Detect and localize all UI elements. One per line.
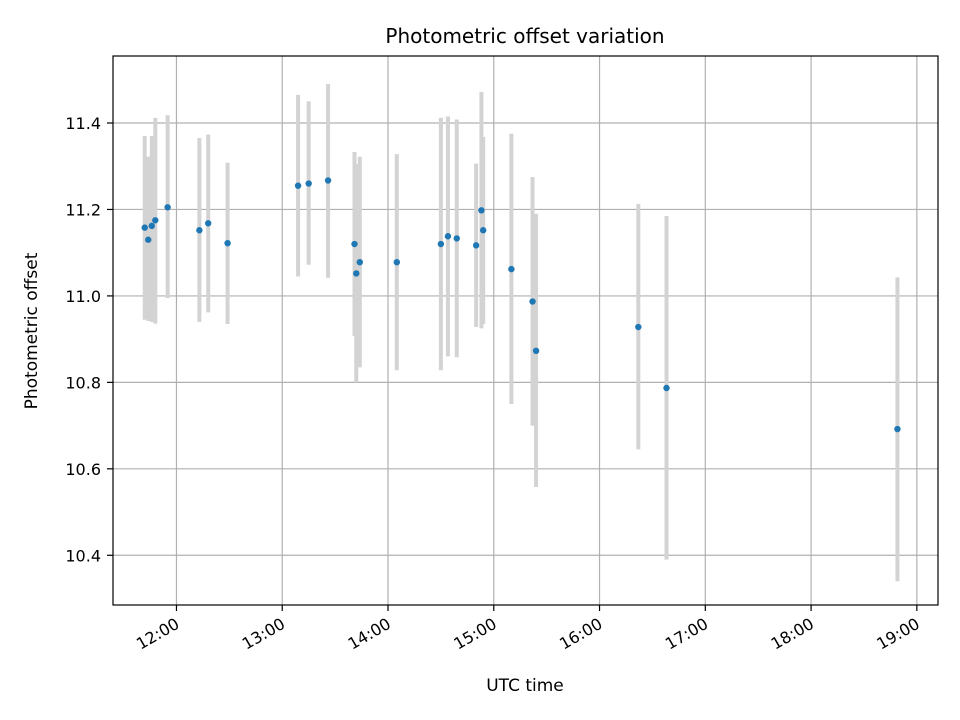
y-axis-ticks: 10.4 10.6 10.8 11.0 11.2 11.4: [65, 114, 113, 565]
y-axis-label: Photometric offset: [22, 252, 42, 409]
data-point: [224, 239, 231, 247]
data-point: [196, 227, 203, 234]
data-point: [152, 217, 159, 224]
data-point: [894, 425, 901, 433]
data-point: [444, 233, 452, 240]
y-tick-label: 10.8: [65, 373, 101, 392]
data-point: [356, 258, 363, 266]
data-point: [663, 384, 670, 392]
chart-title: Photometric offset variation: [385, 24, 664, 48]
y-tick-label: 11.0: [65, 287, 101, 306]
data-point: [145, 236, 152, 243]
grid: [113, 56, 938, 605]
data-point: [529, 298, 536, 305]
data-point: [305, 180, 312, 187]
data-point: [294, 182, 302, 189]
data-points: [141, 177, 901, 433]
data-point: [324, 177, 332, 184]
data-point: [453, 235, 460, 242]
data-point: [472, 242, 480, 249]
y-tick-label: 10.4: [65, 546, 101, 565]
data-point: [635, 323, 642, 331]
data-point: [204, 220, 212, 227]
data-point: [353, 270, 360, 277]
y-tick-label: 10.6: [65, 460, 101, 479]
data-point: [437, 240, 445, 248]
data-point: [393, 258, 401, 266]
y-tick-label: 11.2: [65, 200, 101, 219]
plot-frame: [112, 55, 939, 606]
data-point: [479, 227, 487, 234]
data-point: [532, 347, 540, 355]
y-tick-label: 11.4: [65, 114, 101, 133]
data-point: [148, 222, 155, 230]
data-point: [141, 224, 148, 231]
data-point: [478, 207, 485, 214]
data-point: [351, 240, 358, 248]
data-point: [164, 204, 171, 211]
data-point: [508, 265, 515, 273]
x-axis-label: UTC time: [486, 676, 564, 696]
